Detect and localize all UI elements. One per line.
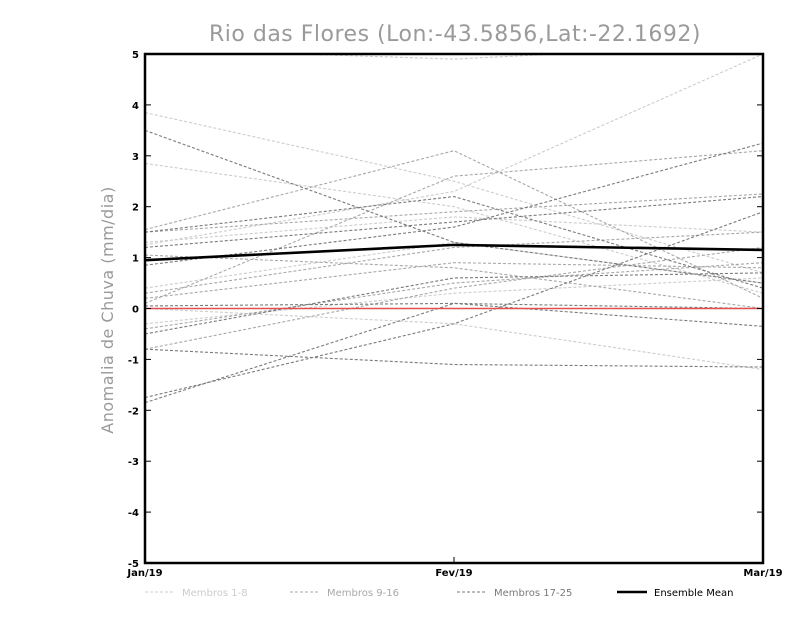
- member-line-g3-5: [145, 302, 763, 327]
- member-line-g3-1: [145, 129, 763, 284]
- member-line-g2-3: [145, 254, 763, 310]
- y-tick-label: -2: [128, 406, 139, 417]
- legend-label: Membros 9-16: [327, 588, 399, 599]
- member-line-g1-6: [145, 307, 763, 371]
- y-tick-label: -3: [128, 457, 139, 468]
- legend-label: Membros 17-25: [494, 588, 572, 599]
- y-tick-label: -5: [128, 559, 139, 570]
- chart-title: Rio das Flores (Lon:-43.5856,Lat:-22.169…: [209, 22, 701, 47]
- member-line-g1-7: [145, 277, 763, 325]
- y-tick-label: 1: [132, 254, 139, 265]
- y-tick-label: -1: [128, 355, 139, 366]
- member-line-g3-6: [145, 272, 763, 335]
- member-line-g2-2: [145, 193, 763, 233]
- y-tick-label: 4: [132, 101, 139, 112]
- member-line-g3-2: [145, 195, 763, 289]
- member-line-g3-4: [145, 142, 763, 266]
- member-line-g1-4: [145, 54, 763, 246]
- member-line-g3-7: [145, 348, 763, 368]
- x-tick-label: Fev/19: [435, 568, 472, 579]
- member-line-g1-3: [145, 162, 763, 294]
- member-line-g3-3: [145, 195, 763, 248]
- y-tick-label: 5: [132, 50, 139, 61]
- x-tick-label: Jan/19: [126, 568, 162, 579]
- legend-label: Ensemble Mean: [654, 588, 733, 599]
- ensemble-members: [145, 54, 763, 404]
- y-tick-label: 0: [132, 305, 139, 316]
- member-line-g2-8: [145, 150, 763, 304]
- member-line-g2-1: [145, 150, 763, 299]
- member-line-g2-6: [145, 262, 763, 330]
- y-axis-label: Anomalia de Chuva (mm/dia): [98, 186, 117, 433]
- member-line-g3-9: [145, 302, 763, 404]
- member-line-g2-4: [145, 262, 763, 299]
- y-axis-ticks: 5 4 3 2 1 0 -1 -2 -3 -4 -5: [128, 50, 763, 570]
- member-line-g1-2: [145, 111, 763, 274]
- y-tick-label: -4: [128, 508, 139, 519]
- x-tick-label: Mar/19: [743, 568, 782, 579]
- y-tick-label: 2: [132, 203, 139, 214]
- legend-label: Membros 1-8: [182, 588, 248, 599]
- member-line-g2-5: [145, 231, 763, 294]
- member-line-g1-5: [145, 216, 763, 243]
- legend: Membros 1-8 Membros 9-16 Membros 17-25 Ense…: [145, 588, 733, 599]
- member-line-g2-7: [145, 246, 763, 350]
- y-tick-label: 3: [132, 152, 139, 163]
- x-axis-ticks: Jan/19 Fev/19 Mar/19: [126, 557, 783, 579]
- ensemble-mean-line: [144, 243, 764, 262]
